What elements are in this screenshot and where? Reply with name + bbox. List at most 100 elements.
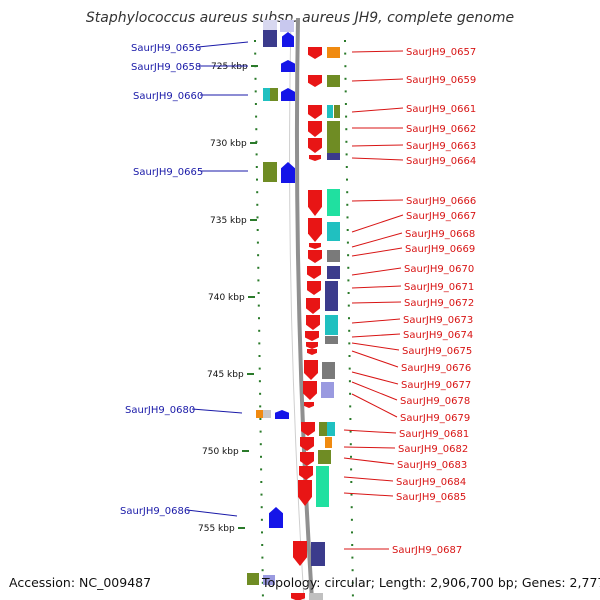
scale-label: 740 kbp — [208, 293, 245, 303]
forward-gene-arrow — [307, 266, 321, 279]
tick-dot-1 — [351, 531, 353, 534]
forward-gene-arrow — [308, 218, 322, 242]
tick-dot-0 — [255, 128, 258, 131]
tick-dot-1 — [351, 556, 354, 559]
gene-label-reverse: SaurJH9_0665 — [133, 167, 203, 178]
tick-dot-1 — [344, 77, 347, 80]
tick-dot-1 — [349, 405, 352, 408]
tick-dot-0 — [256, 216, 259, 219]
gene-label-leader — [351, 350, 399, 368]
scale-label: 735 kbp — [210, 216, 247, 226]
accession-text: Accession: NC_009487 — [9, 575, 152, 590]
cog-box-reverse — [263, 162, 277, 182]
forward-gene-arrow — [300, 452, 314, 466]
gene-label-forward: SaurJH9_0664 — [406, 156, 476, 167]
tick-dot-1 — [351, 569, 354, 572]
cog-box-reverse — [256, 410, 264, 418]
gene-label-reverse: SaurJH9_0686 — [120, 506, 190, 517]
tick-dot-0 — [259, 443, 262, 446]
gene-label-leader — [343, 492, 394, 497]
reverse-gene-arrow — [275, 410, 289, 419]
tick-dot-0 — [258, 380, 261, 383]
gene-label-reverse: SaurJH9_0656 — [131, 43, 201, 54]
tick-dot-1 — [345, 115, 348, 118]
tick-dot-1 — [344, 65, 347, 68]
forward-gene-arrow — [307, 281, 321, 295]
cog-box-forward — [327, 422, 335, 436]
gene-label-reverse: SaurJH9_0680 — [125, 405, 195, 416]
cog-box-reverse — [280, 20, 294, 32]
gene-label-leader — [351, 318, 401, 324]
tick-dot-0 — [257, 254, 260, 257]
tick-dot-0 — [258, 355, 261, 357]
gene-label-leader — [351, 333, 401, 338]
tick-dot-1 — [349, 418, 352, 420]
tick-dot-1 — [349, 443, 352, 446]
tick-dot-0 — [261, 544, 264, 546]
tick-dot-1 — [346, 216, 349, 219]
tick-dot-0 — [254, 52, 257, 55]
gene-label-forward: SaurJH9_0671 — [404, 282, 474, 293]
cog-box-forward — [327, 250, 340, 262]
gene-label-leader — [351, 381, 398, 401]
tick-dot-1 — [347, 304, 350, 307]
tick-dot-0 — [256, 191, 259, 194]
gene-label-leader — [351, 199, 404, 202]
tick-dot-1 — [347, 279, 350, 282]
forward-gene-arrow — [306, 298, 320, 314]
forward-gene-arrow — [298, 480, 312, 506]
cog-box-forward — [325, 281, 338, 311]
tick-dot-1 — [347, 254, 350, 257]
forward-gene-arrow — [308, 190, 322, 216]
tick-dot-0 — [258, 367, 261, 370]
forward-gene-arrow — [293, 541, 307, 566]
gene-label-leader — [351, 285, 402, 289]
forward-gene-arrow — [308, 138, 322, 153]
tick-dot-1 — [345, 128, 348, 131]
cog-box-forward — [316, 466, 329, 507]
cog-box-forward — [327, 47, 340, 58]
scale-label: 725 kbp — [211, 62, 248, 72]
tick-dot-1 — [348, 355, 351, 357]
tick-dot-0 — [260, 481, 263, 483]
reverse-gene-arrow — [282, 32, 294, 47]
tick-dot-1 — [346, 241, 349, 244]
tick-dot-1 — [346, 178, 348, 181]
tick-dot-0 — [257, 292, 260, 294]
tick-dot-1 — [351, 581, 354, 584]
tick-dot-0 — [260, 468, 263, 471]
gene-label-forward: SaurJH9_0663 — [406, 141, 476, 152]
tick-dot-0 — [261, 569, 264, 572]
forward-gene-arrow — [306, 342, 318, 349]
tick-dot-0 — [261, 556, 264, 559]
tick-dot-1 — [346, 191, 349, 194]
gene-label-forward: SaurJH9_0685 — [396, 492, 466, 503]
tick-dot-0 — [255, 153, 258, 156]
cog-box-reverse — [263, 575, 275, 585]
cog-box-forward — [327, 189, 340, 216]
tick-dot-0 — [257, 266, 260, 269]
tick-dot-0 — [259, 405, 262, 408]
forward-gene-arrow — [308, 121, 322, 137]
tick-dot-0 — [257, 279, 260, 282]
tick-dot-1 — [345, 140, 348, 143]
tick-dot-1 — [350, 481, 353, 483]
forward-gene-arrow — [299, 466, 313, 480]
cog-box-forward — [327, 105, 333, 118]
tick-dot-1 — [344, 40, 346, 42]
forward-gene-arrow — [303, 381, 317, 400]
gene-label-forward: SaurJH9_0670 — [404, 264, 474, 275]
tick-dot-0 — [254, 90, 257, 93]
gene-label-leader — [351, 214, 404, 233]
gene-label-forward: SaurJH9_0668 — [405, 229, 475, 240]
gene-label-leader — [351, 371, 399, 385]
gene-label-forward: SaurJH9_0674 — [403, 330, 473, 341]
tick-dot-0 — [254, 40, 256, 42]
tick-dot-1 — [350, 518, 353, 521]
gene-label-forward: SaurJH9_0666 — [406, 196, 476, 207]
gene-label-leader — [351, 393, 398, 418]
gene-label-leader — [351, 144, 404, 147]
gene-label-forward: SaurJH9_0659 — [406, 75, 476, 86]
